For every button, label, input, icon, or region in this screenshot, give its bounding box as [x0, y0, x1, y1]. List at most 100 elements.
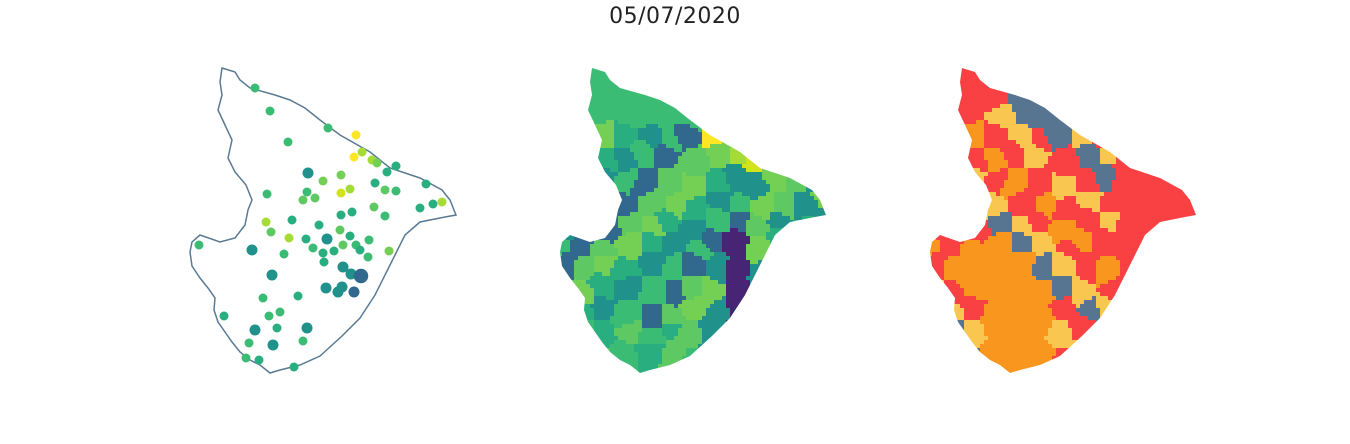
municipality-region	[746, 320, 766, 344]
municipality-region	[930, 300, 944, 320]
municipality-region	[590, 188, 618, 216]
municipality-region	[770, 124, 794, 148]
municipality-region	[1012, 304, 1032, 328]
municipality-region	[658, 164, 682, 196]
municipality-region	[746, 212, 770, 236]
municipality-region	[682, 252, 706, 276]
municipality-region	[1092, 228, 1120, 256]
municipality-region	[560, 344, 582, 373]
municipality-regions	[560, 68, 826, 373]
municipality-region	[1072, 100, 1096, 124]
municipality-region	[1052, 252, 1076, 276]
municipality-region	[1112, 172, 1140, 200]
municipality-region	[1112, 340, 1136, 373]
municipality-region	[1160, 272, 1184, 304]
municipality-region	[794, 68, 822, 88]
municipality-region	[1164, 80, 1188, 108]
city-point	[320, 282, 332, 294]
municipality-region	[1116, 236, 1144, 264]
municipality-region	[930, 76, 948, 100]
municipality-region	[1144, 256, 1164, 284]
municipality-region	[814, 292, 826, 320]
city-point	[329, 246, 339, 256]
municipality-region	[590, 296, 618, 320]
municipality-region	[682, 196, 710, 220]
city-point	[428, 199, 438, 209]
municipality-region	[638, 276, 666, 304]
city-point	[249, 324, 261, 336]
municipality-region	[614, 168, 638, 196]
city-point	[336, 188, 346, 198]
municipality-region	[960, 100, 984, 124]
municipality-region	[1100, 68, 1124, 84]
municipality-region	[746, 124, 774, 152]
municipality-region	[638, 188, 666, 216]
municipality-region	[806, 340, 826, 373]
municipality-region	[1056, 240, 1084, 260]
municipality-region	[1132, 104, 1164, 128]
municipality-region	[570, 320, 594, 348]
municipality-region	[1048, 144, 1080, 176]
municipality-region	[560, 160, 570, 188]
municipality-region	[940, 320, 964, 348]
city-point	[262, 189, 272, 199]
municipality-region	[766, 68, 798, 76]
municipality-region	[964, 80, 988, 104]
municipality-region	[618, 212, 642, 236]
municipality-region	[590, 68, 618, 80]
city-point	[380, 185, 390, 195]
municipality-region	[560, 300, 574, 320]
municipality-region	[1096, 316, 1120, 344]
city-point	[351, 130, 361, 140]
municipality-region	[678, 144, 710, 176]
municipality-region	[1136, 144, 1156, 164]
municipality-region	[1052, 196, 1080, 220]
municipality-region	[706, 208, 730, 232]
municipality-region	[930, 344, 952, 373]
city-point	[321, 233, 333, 245]
municipality-region	[1192, 108, 1196, 128]
municipality-region	[770, 280, 794, 308]
municipality-region	[1140, 280, 1164, 308]
city-point	[250, 83, 260, 93]
municipality-region	[678, 68, 706, 80]
municipality-region	[1180, 252, 1196, 280]
municipality-region	[706, 296, 730, 320]
municipality-region	[686, 240, 714, 260]
municipality-region	[590, 100, 614, 124]
municipality-region	[794, 104, 822, 136]
municipality-region	[1024, 144, 1052, 168]
municipality-region	[678, 80, 702, 108]
municipality-region	[1048, 220, 1076, 244]
municipality-region	[1008, 124, 1032, 148]
municipality-region	[964, 216, 992, 244]
municipality-region	[718, 80, 742, 108]
municipality-region	[730, 192, 750, 212]
city-point	[244, 338, 254, 348]
municipality-region	[1156, 336, 1180, 373]
municipality-region	[634, 344, 666, 373]
city-point	[391, 186, 401, 196]
municipality-region	[1184, 272, 1196, 304]
municipality-region	[1136, 72, 1164, 104]
city-point	[437, 197, 447, 207]
municipality-region	[980, 88, 1008, 112]
municipality-region	[1036, 280, 1056, 308]
city-point	[266, 227, 276, 237]
municipality-region	[642, 216, 666, 236]
city-point	[265, 106, 275, 116]
municipality-region	[730, 68, 754, 84]
city-point	[369, 202, 379, 212]
municipality-region	[822, 108, 826, 128]
city-point	[283, 137, 293, 147]
municipality-region	[766, 212, 794, 228]
city-point	[364, 235, 374, 245]
city-point	[318, 248, 328, 258]
municipality-region	[806, 68, 826, 84]
municipality-region	[750, 192, 774, 220]
municipality-region	[960, 188, 988, 216]
municipality-region	[1096, 104, 1120, 128]
city-point	[302, 187, 312, 197]
city-point	[332, 286, 344, 298]
city-point	[337, 261, 349, 273]
